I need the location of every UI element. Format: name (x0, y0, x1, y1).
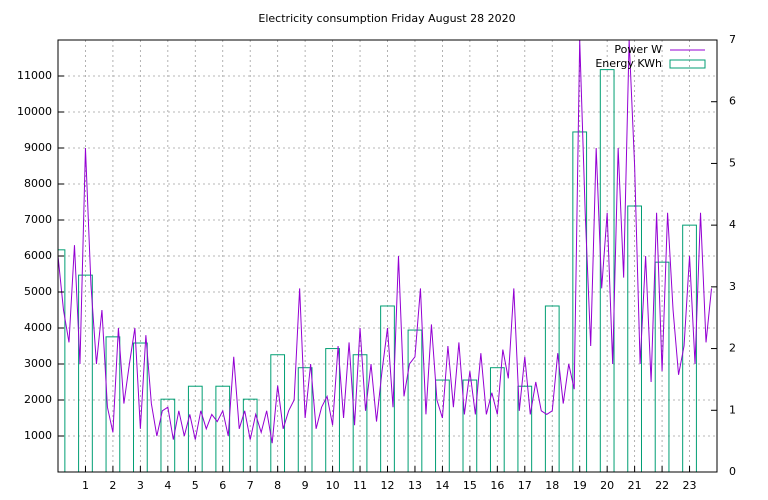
x-tick-label: 7 (247, 479, 254, 492)
x-tick-label: 8 (274, 479, 281, 492)
y2-tick-label: 0 (729, 465, 736, 478)
x-tick-label: 6 (219, 479, 226, 492)
x-tick-label: 17 (518, 479, 532, 492)
plot-area (58, 40, 713, 472)
y-tick-label: 6000 (24, 249, 52, 262)
energy-box (572, 131, 588, 472)
x-tick-label: 12 (381, 479, 395, 492)
x-tick-label: 23 (683, 479, 697, 492)
y-tick-label: 5000 (24, 285, 52, 298)
y-tick-label: 7000 (24, 213, 52, 226)
energy-box (325, 348, 340, 472)
energy-box (380, 305, 395, 472)
x-tick-label: 16 (490, 479, 504, 492)
x-tick-label: 22 (655, 479, 669, 492)
y2-tick-label: 7 (729, 33, 736, 46)
energy-box (133, 342, 148, 472)
x-tick-label: 5 (192, 479, 199, 492)
legend-label: Energy KWh (595, 57, 662, 70)
y-tick-label: 2000 (24, 393, 52, 406)
x-tick-label: 2 (109, 479, 116, 492)
y-tick-label: 9000 (24, 141, 52, 154)
x-tick-label: 15 (463, 479, 477, 492)
grid (58, 40, 717, 472)
energy-box (462, 379, 478, 472)
legend-label: Power W (614, 43, 662, 56)
y-tick-label: 8000 (24, 177, 52, 190)
x-tick-label: 18 (545, 479, 559, 492)
y-tick-label: 3000 (24, 357, 52, 370)
energy-box (187, 385, 203, 472)
x-tick-label: 10 (326, 479, 340, 492)
x-tick-label: 19 (573, 479, 587, 492)
legend-swatch (669, 59, 706, 69)
y-tick-label: 1000 (24, 429, 52, 442)
x-tick-label: 1 (82, 479, 89, 492)
y2-tick-label: 1 (729, 403, 736, 416)
x-tick-label: 9 (302, 479, 309, 492)
y-tick-label: 4000 (24, 321, 52, 334)
x-tick-label: 13 (408, 479, 422, 492)
energy-box (215, 385, 231, 472)
x-tick-label: 14 (435, 479, 449, 492)
energy-box (160, 398, 176, 472)
energy-box (352, 354, 368, 472)
energy-box (544, 305, 560, 472)
y2-tick-label: 5 (729, 156, 736, 169)
x-tick-label: 4 (164, 479, 171, 492)
y2-tick-label: 6 (729, 95, 736, 108)
power-line (58, 40, 713, 444)
y2-tick-label: 3 (729, 280, 736, 293)
chart-title: Electricity consumption Friday August 28… (258, 12, 515, 25)
y2-tick-label: 4 (729, 218, 736, 231)
x-tick-label: 11 (353, 479, 367, 492)
energy-box (270, 354, 286, 472)
energy-box (682, 224, 697, 472)
energy-box (435, 379, 450, 472)
energy-box (78, 274, 93, 472)
x-tick-label: 21 (628, 479, 642, 492)
y-tick-label: 10000 (17, 105, 52, 118)
energy-box (242, 398, 258, 472)
y2-tick-label: 2 (729, 342, 736, 355)
y-tick-label: 11000 (17, 69, 52, 82)
energy-box (517, 385, 533, 472)
x-tick-label: 3 (137, 479, 144, 492)
x-tick-label: 20 (600, 479, 614, 492)
